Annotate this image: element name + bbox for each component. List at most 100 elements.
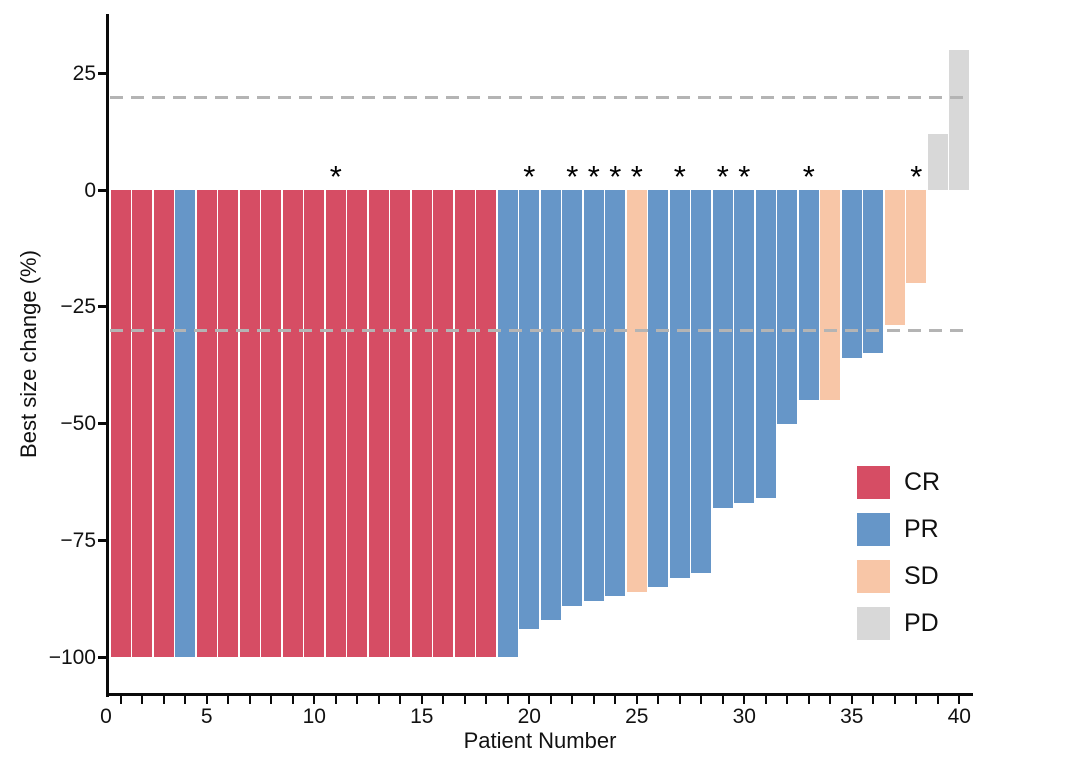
significance-asterisk: * bbox=[630, 159, 643, 194]
x-tick-mark bbox=[399, 696, 402, 704]
y-tick-label: 0 bbox=[84, 178, 96, 202]
patient-bar-3-CR bbox=[153, 190, 174, 657]
patient-bar-34-SD bbox=[820, 190, 841, 401]
patient-bar-38-SD bbox=[906, 190, 927, 284]
x-tick-mark bbox=[700, 696, 703, 704]
x-tick-label: 20 bbox=[517, 705, 541, 728]
x-tick-mark bbox=[463, 696, 466, 704]
y-axis-line bbox=[106, 14, 109, 697]
y-axis-title: Best size change (%) bbox=[16, 250, 41, 458]
patient-bar-37-SD bbox=[884, 190, 905, 326]
significance-asterisk: * bbox=[566, 159, 579, 194]
patient-bar-8-CR bbox=[261, 190, 282, 657]
x-tick-mark bbox=[356, 696, 359, 704]
x-tick-label: 25 bbox=[625, 705, 649, 728]
x-tick-label: 30 bbox=[732, 705, 756, 728]
y-tick-label: −50 bbox=[60, 412, 96, 435]
legend: CR PR SD PD bbox=[857, 466, 940, 640]
x-tick-mark bbox=[506, 696, 509, 704]
patient-bar-1-CR bbox=[110, 190, 131, 657]
patient-bar-23-PR bbox=[583, 190, 604, 601]
x-tick-mark bbox=[786, 696, 789, 704]
patient-bar-40-PD bbox=[949, 49, 970, 190]
x-tick-mark bbox=[442, 696, 445, 704]
y-tick-label: −25 bbox=[60, 295, 96, 319]
y-tick-label: −75 bbox=[60, 528, 96, 552]
legend-swatch-SD bbox=[857, 560, 890, 593]
x-tick-label: 15 bbox=[410, 705, 434, 728]
significance-asterisk: * bbox=[716, 159, 729, 194]
x-tick-mark bbox=[764, 696, 767, 704]
patient-bar-25-SD bbox=[626, 190, 647, 592]
legend-swatch-CR bbox=[857, 466, 890, 499]
patient-bar-14-CR bbox=[390, 190, 411, 657]
legend-swatch-PD bbox=[857, 607, 890, 640]
x-tick-mark bbox=[291, 696, 294, 704]
patient-bar-33-PR bbox=[798, 190, 819, 401]
x-tick-mark bbox=[893, 696, 896, 704]
patient-bar-4-PR bbox=[175, 190, 196, 657]
legend-item-PR: PR bbox=[857, 513, 940, 546]
x-tick-mark bbox=[141, 696, 144, 704]
patient-bar-21-PR bbox=[540, 190, 561, 620]
dashed-threshold-line--30 bbox=[110, 329, 970, 333]
x-tick-mark bbox=[549, 696, 552, 704]
x-tick-mark bbox=[227, 696, 230, 704]
x-tick-label: 5 bbox=[200, 705, 213, 728]
patient-bar-36-PR bbox=[863, 190, 884, 354]
x-axis-line bbox=[106, 693, 973, 696]
x-tick-mark bbox=[313, 696, 316, 704]
patient-bar-24-PR bbox=[605, 190, 626, 597]
x-tick-mark bbox=[829, 696, 832, 704]
patient-bar-22-PR bbox=[562, 190, 583, 606]
patient-bar-12-CR bbox=[347, 190, 368, 657]
patient-bar-16-CR bbox=[433, 190, 454, 657]
significance-asterisk: * bbox=[609, 159, 622, 194]
x-tick-mark bbox=[528, 696, 531, 704]
x-tick-mark bbox=[377, 696, 380, 704]
significance-asterisk: * bbox=[673, 159, 686, 194]
x-tick-mark bbox=[678, 696, 681, 704]
x-tick-mark bbox=[119, 696, 122, 704]
x-tick-mark bbox=[184, 696, 187, 704]
patient-bar-18-CR bbox=[476, 190, 497, 657]
patient-bar-17-CR bbox=[454, 190, 475, 657]
x-tick-mark bbox=[270, 696, 273, 704]
significance-asterisk: * bbox=[910, 159, 923, 194]
y-tick-mark bbox=[98, 305, 106, 309]
significance-asterisk: * bbox=[329, 159, 342, 194]
x-tick-mark bbox=[614, 696, 617, 704]
patient-bar-20-PR bbox=[519, 190, 540, 629]
x-tick-mark bbox=[743, 696, 746, 704]
x-axis-title: Patient Number bbox=[463, 728, 617, 753]
patient-bar-31-PR bbox=[755, 190, 776, 499]
patient-bar-39-PD bbox=[927, 133, 948, 190]
x-tick-mark bbox=[635, 696, 638, 704]
patient-bar-7-CR bbox=[239, 190, 260, 657]
x-tick-label: 10 bbox=[302, 705, 326, 728]
y-tick-mark bbox=[98, 188, 106, 192]
patient-bar-10-CR bbox=[304, 190, 325, 657]
x-tick-mark bbox=[936, 696, 939, 704]
x-tick-mark bbox=[807, 696, 810, 704]
significance-asterisk: * bbox=[738, 159, 751, 194]
significance-asterisk: * bbox=[587, 159, 600, 194]
y-tick-mark bbox=[98, 422, 106, 425]
x-tick-mark bbox=[915, 696, 918, 704]
y-tick-mark bbox=[98, 655, 106, 659]
x-tick-label: 40 bbox=[947, 705, 971, 728]
patient-bar-2-CR bbox=[132, 190, 153, 657]
patient-bar-19-PR bbox=[497, 190, 518, 657]
x-tick-mark bbox=[334, 696, 337, 704]
x-tick-mark bbox=[485, 696, 488, 704]
patient-bar-32-PR bbox=[777, 190, 798, 424]
x-tick-mark bbox=[592, 696, 595, 704]
x-tick-mark bbox=[872, 696, 875, 704]
legend-item-CR: CR bbox=[857, 466, 940, 499]
legend-label: PR bbox=[904, 515, 939, 543]
legend-label: CR bbox=[904, 468, 941, 496]
patient-bar-11-CR bbox=[325, 190, 346, 657]
x-tick-mark bbox=[657, 696, 660, 704]
patient-bar-28-PR bbox=[691, 190, 712, 573]
patient-bar-29-PR bbox=[712, 190, 733, 508]
